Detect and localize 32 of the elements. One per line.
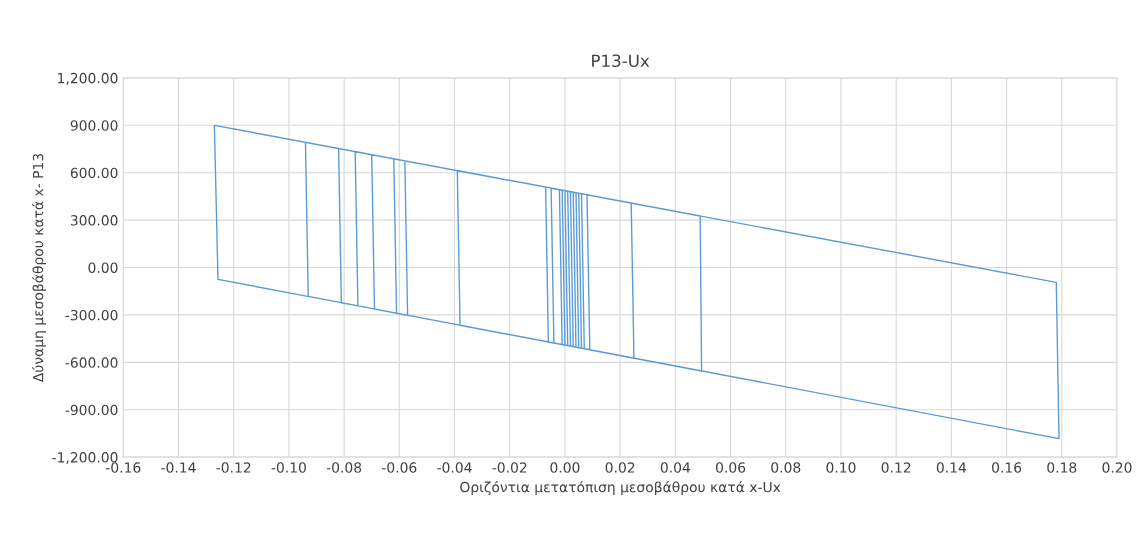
x-tick-label: 0.16 <box>992 462 1022 473</box>
x-tick-label: 0.06 <box>716 462 746 473</box>
x-axis-title: Οριζόντια μετατόπιση μεσοβάθρου κατά x-Ux <box>460 481 781 496</box>
x-tick-label: 0.08 <box>771 462 801 473</box>
x-tick-label: 0.10 <box>826 462 856 473</box>
y-tick-label: -600.00 <box>65 357 118 368</box>
x-tick-label: -0.02 <box>492 462 527 473</box>
x-tick-label: 0.02 <box>605 462 635 473</box>
x-tick-label: 0.12 <box>881 462 911 473</box>
x-tick-label: -0.06 <box>382 462 417 473</box>
x-tick-label: -0.10 <box>271 462 306 473</box>
y-tick-label: 1,200.00 <box>58 72 118 85</box>
y-tick-label: 300.00 <box>70 215 118 226</box>
x-tick-label: 0.20 <box>1102 462 1132 473</box>
x-tick-label: 0.00 <box>550 462 580 473</box>
y-tick-label: 900.00 <box>70 120 118 131</box>
chart-title: P13-Ux <box>592 54 650 68</box>
x-tick-label: -0.14 <box>161 462 196 473</box>
x-tick-label: 0.04 <box>660 462 691 473</box>
y-axis-title: Δύναμη μεσοβάθρου κατά x- P13 <box>32 153 47 383</box>
x-tick-label: -0.16 <box>106 462 141 473</box>
y-tick-label: -900.00 <box>65 404 118 416</box>
line-series <box>213 124 1060 440</box>
y-tick-label: -1,200.00 <box>52 452 118 465</box>
y-tick-label: 0.00 <box>88 262 118 273</box>
x-tick-label: -0.08 <box>326 462 362 473</box>
x-tick-label: -0.04 <box>437 462 472 473</box>
x-tick-label: 0.14 <box>936 462 967 473</box>
x-tick-label: -0.12 <box>216 462 251 473</box>
x-tick-label: 0.18 <box>1047 462 1077 473</box>
y-tick-label: 600.00 <box>70 167 118 179</box>
y-tick-label: -300.00 <box>65 309 118 321</box>
